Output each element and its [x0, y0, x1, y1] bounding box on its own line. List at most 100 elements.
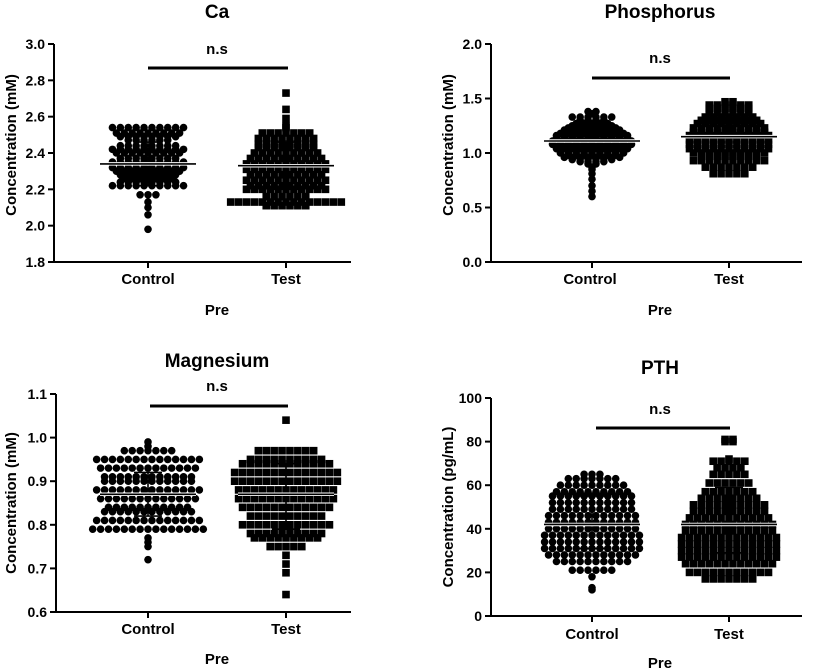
- data-point-test: [234, 198, 243, 206]
- data-point-test: [709, 514, 717, 522]
- data-point-test: [254, 455, 263, 464]
- data-point-control: [560, 551, 569, 559]
- data-point-control: [100, 486, 109, 494]
- data-point-control: [148, 141, 156, 150]
- data-point-test: [729, 507, 737, 516]
- data-point-test: [294, 154, 302, 163]
- data-point-test: [266, 198, 274, 206]
- y-tick-label: 2.0: [463, 36, 483, 52]
- data-point-test: [689, 507, 698, 516]
- data-point-test: [266, 534, 274, 542]
- data-point-control: [160, 503, 168, 512]
- data-point-control: [584, 511, 592, 520]
- data-point-test: [270, 529, 278, 538]
- data-point-test: [290, 149, 298, 157]
- data-point-test: [278, 477, 286, 485]
- data-point-control: [611, 474, 620, 483]
- data-point-test: [254, 521, 263, 529]
- data-point-test: [286, 171, 294, 179]
- data-point-test: [286, 181, 294, 190]
- data-point-test: [717, 140, 725, 149]
- data-point-test: [262, 201, 271, 210]
- data-point-test: [309, 477, 318, 485]
- data-point-test: [317, 477, 326, 485]
- data-point-control: [627, 505, 636, 513]
- data-point-test: [305, 198, 314, 206]
- data-point-control: [148, 154, 156, 163]
- data-point-test: [737, 108, 745, 117]
- data-point-test: [709, 457, 717, 466]
- data-point-control: [588, 572, 596, 581]
- data-point-test: [278, 154, 286, 163]
- data-point-test: [282, 551, 290, 560]
- y-tick-label: 0.8: [28, 517, 48, 533]
- data-point-test: [693, 119, 702, 128]
- data-point-test: [709, 546, 717, 555]
- data-point-control: [128, 446, 136, 455]
- data-point-control: [572, 538, 580, 546]
- data-point-control: [132, 486, 140, 494]
- data-point-control: [179, 145, 188, 154]
- data-point-control: [556, 498, 565, 507]
- data-point-test: [713, 494, 721, 503]
- data-point-control: [627, 544, 636, 553]
- data-point-test: [748, 533, 757, 542]
- data-point-test: [737, 479, 745, 487]
- panel-ca: Ca Concentration (mM) Pre Control Test n…: [3, 2, 351, 319]
- data-point-test: [254, 171, 263, 179]
- data-point-test: [250, 486, 259, 494]
- x-axis-label: Pre: [648, 655, 672, 671]
- y-tick-label: 0.0: [463, 254, 483, 270]
- data-point-control: [615, 525, 624, 533]
- data-point-control: [604, 531, 612, 540]
- data-point-test: [286, 192, 294, 201]
- data-point-test: [246, 529, 255, 538]
- data-point-test: [329, 486, 338, 494]
- data-point-test: [309, 446, 318, 455]
- data-point-test: [242, 176, 251, 185]
- data-point-test: [278, 455, 286, 464]
- data-point-test: [772, 533, 781, 542]
- data-point-test: [234, 486, 243, 494]
- chart-title: Phosphorus: [605, 2, 716, 23]
- data-point-control: [576, 487, 584, 496]
- data-point-test: [760, 507, 769, 516]
- data-point-test: [721, 108, 729, 117]
- data-point-control: [175, 129, 184, 137]
- data-point-test: [226, 198, 235, 206]
- data-point-control: [552, 557, 561, 566]
- data-point-test: [333, 477, 342, 485]
- y-tick-label: 2.4: [26, 145, 46, 161]
- panel-pth: PTH Concentration (pg/mL) Pre Control Te…: [440, 358, 802, 671]
- data-point-control: [607, 566, 616, 575]
- data-point-test: [294, 181, 302, 190]
- data-point-test: [748, 553, 757, 561]
- data-point-test: [266, 185, 274, 194]
- data-point-control: [191, 464, 200, 472]
- data-point-test: [301, 446, 310, 455]
- data-point-control: [120, 503, 129, 512]
- data-point-control: [588, 481, 596, 490]
- data-point-test: [250, 185, 259, 194]
- data-point-control: [148, 123, 156, 132]
- data-point-test: [298, 534, 306, 542]
- data-point-test: [301, 477, 310, 485]
- data-point-test: [305, 494, 314, 503]
- data-point-control: [144, 555, 152, 564]
- data-point-test: [693, 144, 702, 153]
- data-point-test: [301, 529, 310, 538]
- data-point-test: [709, 540, 717, 548]
- data-point-test: [305, 534, 314, 542]
- data-point-control: [116, 154, 125, 163]
- data-point-test: [294, 503, 302, 512]
- data-point-test: [721, 124, 729, 132]
- data-point-test: [262, 529, 271, 538]
- data-point-test: [760, 128, 769, 137]
- data-point-test: [282, 534, 290, 542]
- data-point-control: [568, 557, 577, 566]
- data-point-test: [713, 124, 721, 132]
- data-point-test: [685, 540, 694, 548]
- data-point-test: [254, 477, 263, 485]
- data-point-test: [298, 198, 306, 206]
- data-point-test: [705, 559, 714, 568]
